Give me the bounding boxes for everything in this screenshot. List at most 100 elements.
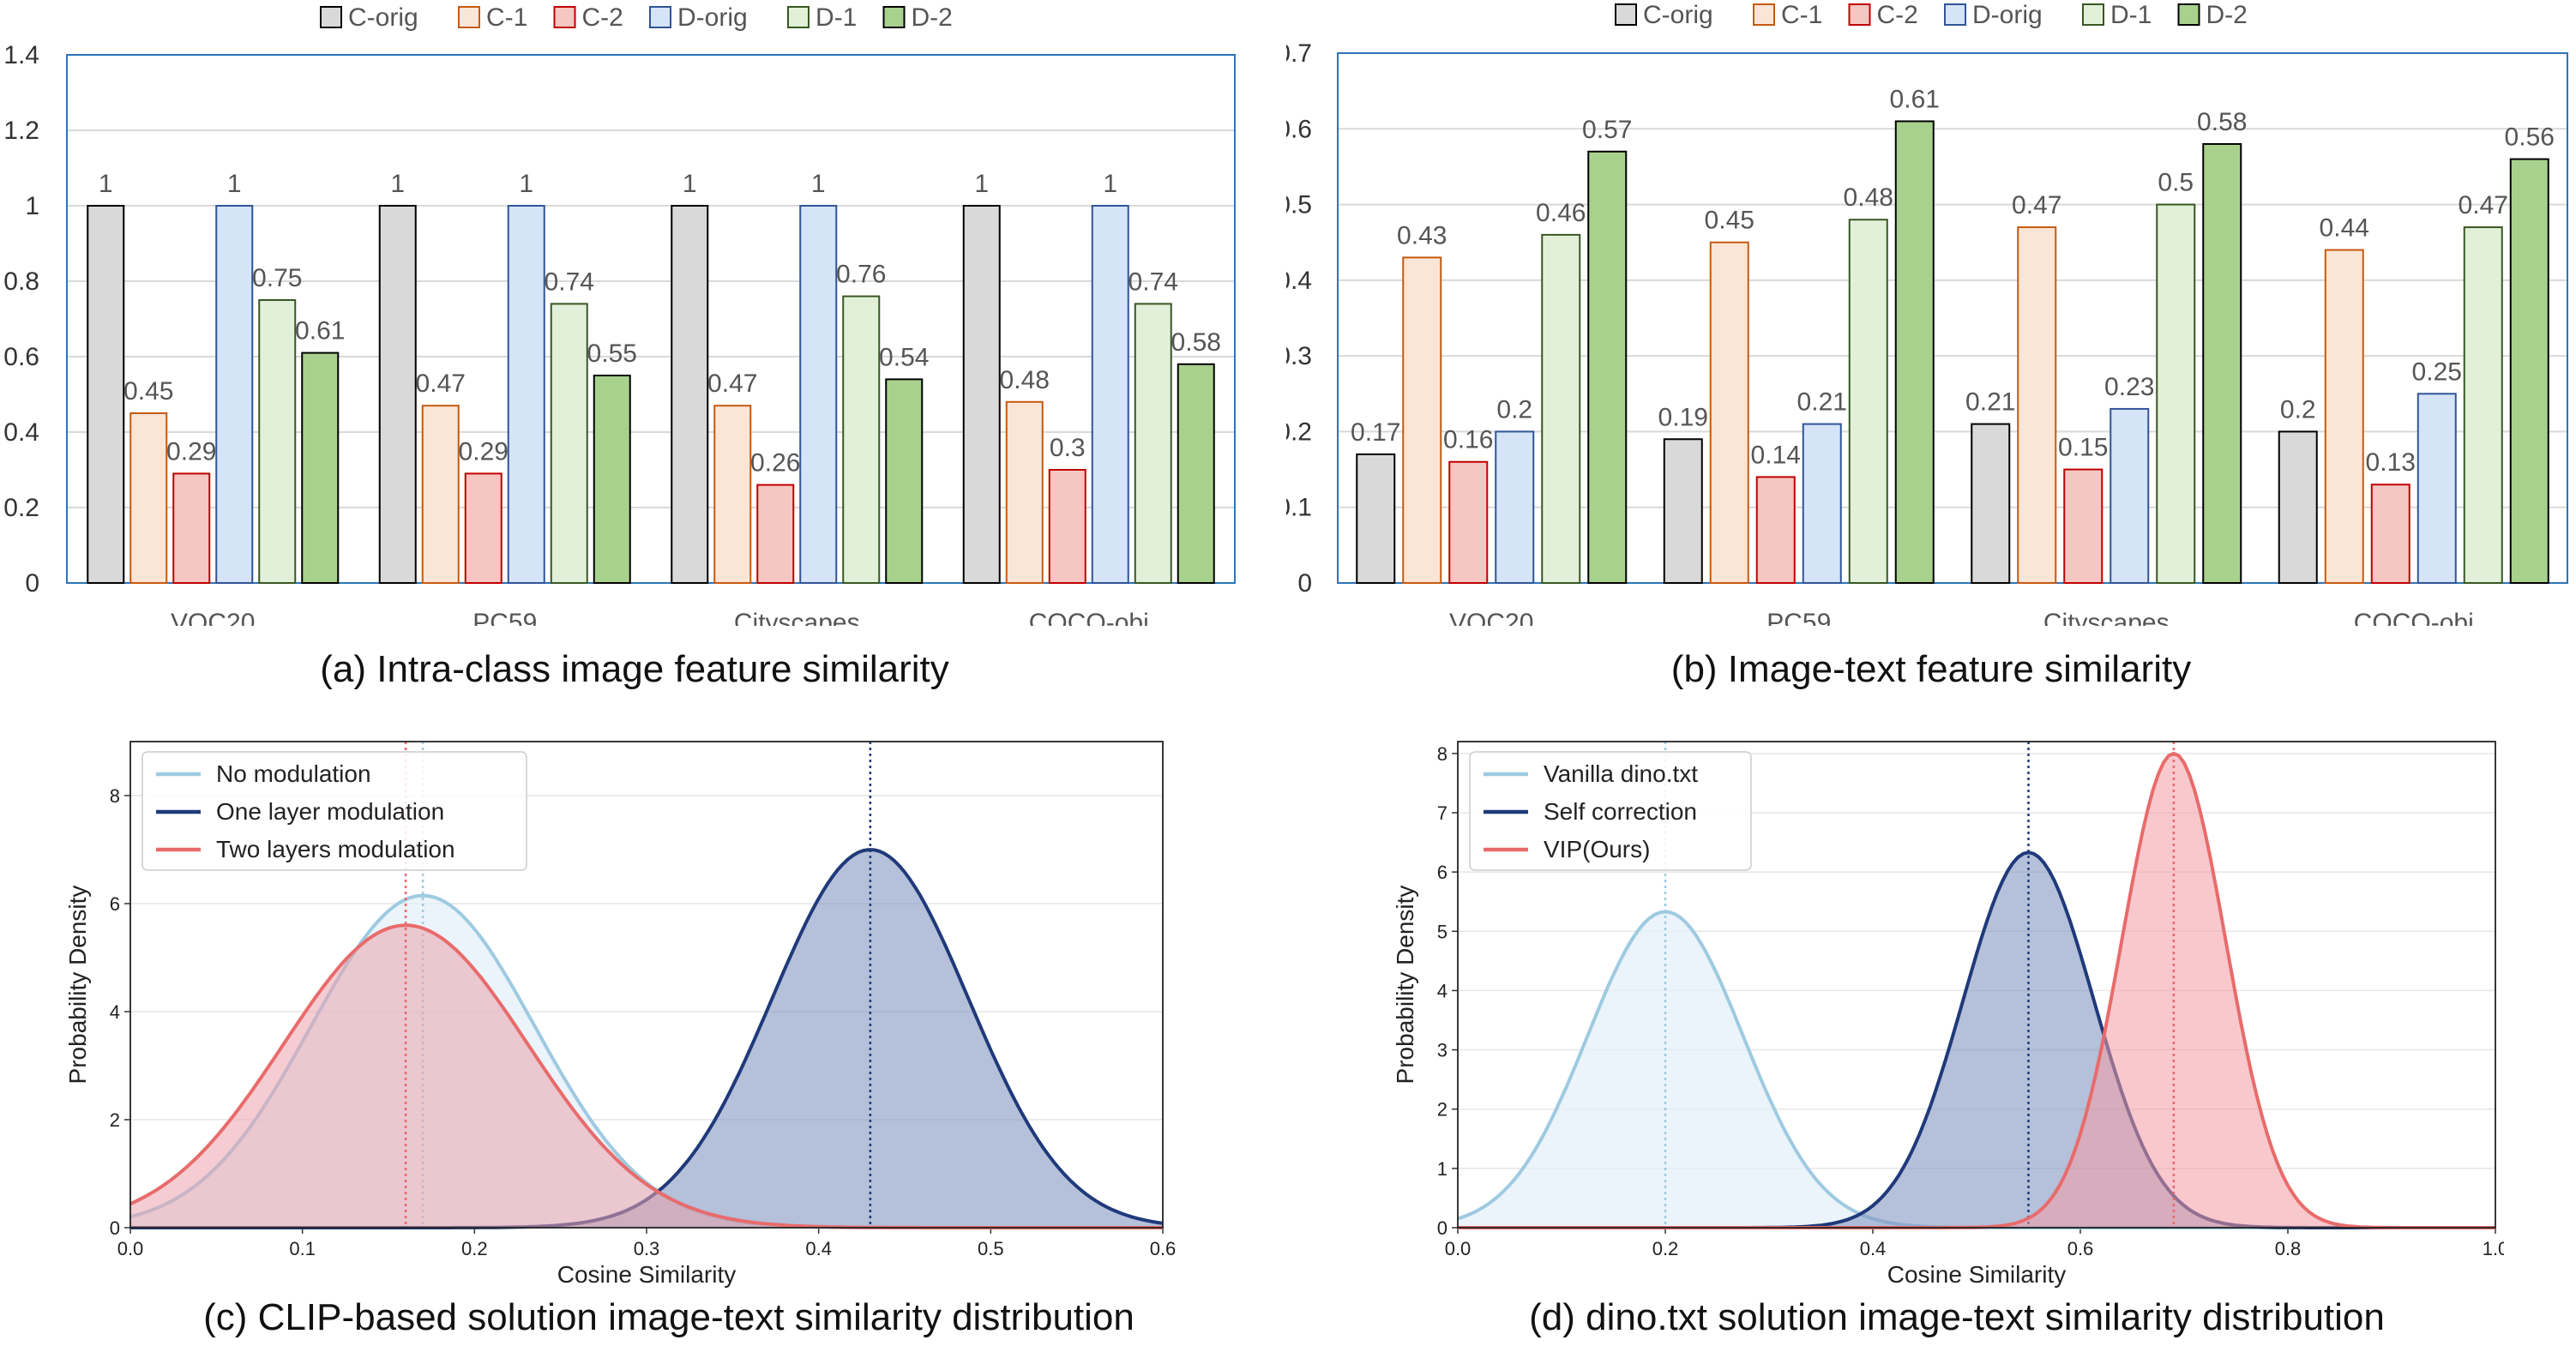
a-bar-d-orig	[215, 205, 254, 584]
d-ylabel: Probability Density	[1392, 886, 1418, 1085]
a-data-label: 0.55	[587, 340, 637, 368]
c-ytick-label: 0	[110, 1217, 120, 1239]
a-bar-c-2	[172, 472, 211, 585]
b-data-label: 0.61	[1890, 85, 1940, 113]
b-data-label: 0.47	[2012, 191, 2061, 219]
b-legend-swatch	[2177, 3, 2200, 26]
b-data-label: 0.25	[2412, 358, 2462, 386]
b-bar-c-2	[1755, 476, 1796, 585]
c-legend-box	[141, 751, 527, 871]
a-legend-swatch	[787, 6, 810, 28]
a-legend-swatch	[320, 6, 342, 28]
d-xtick-label: 0.8	[2275, 1238, 2302, 1259]
a-bar-d-1	[258, 299, 297, 584]
b-bar-d-orig	[1495, 430, 1535, 584]
b-data-label: 0.21	[1797, 388, 1847, 417]
a-legend-swatch	[649, 6, 671, 28]
a-bar-c-1	[1005, 400, 1044, 584]
a-legend-swatch	[882, 6, 906, 28]
c-xtick-label: 0.4	[805, 1238, 832, 1259]
d-legend-box	[1469, 751, 1752, 871]
a-data-label: 1	[683, 170, 697, 198]
b-data-label: 0.45	[1705, 207, 1754, 235]
b-legend-label: D-1	[2110, 1, 2152, 29]
a-bar-c-2	[1048, 469, 1086, 584]
d-ytick-label: 4	[1437, 980, 1447, 1001]
b-bar-d-orig	[1802, 423, 1842, 584]
b-data-label: 0.19	[1658, 403, 1708, 431]
a-legend-label: D-1	[816, 3, 857, 32]
d-xtick-label: 0.4	[1860, 1238, 1887, 1259]
a-bar-c-1	[421, 405, 460, 585]
b-data-label: 0.43	[1397, 221, 1447, 249]
b-bar-c-2	[2063, 468, 2104, 584]
b-bar-c-orig	[1356, 453, 1396, 585]
caption-b: (b) Image-text feature similarity	[1670, 648, 2192, 690]
c-xtick-label: 0.6	[1150, 1238, 1177, 1259]
b-category-label: COCO-obj	[2354, 609, 2474, 626]
a-bar-d-orig	[1091, 205, 1129, 584]
b-bar-c-1	[1709, 241, 1749, 584]
a-ytick-label: 1.2	[3, 117, 39, 145]
b-data-label: 0.2	[2280, 395, 2316, 424]
b-ytick-label: 0.6	[1286, 115, 1312, 143]
d-legend-label: Self correction	[1544, 798, 1697, 825]
b-legend-label: D-orig	[1972, 1, 2043, 29]
b-bar-d-2	[2202, 142, 2242, 584]
a-legend-label: C-1	[486, 3, 527, 32]
d-xtick-label: 0.2	[1652, 1238, 1679, 1259]
a-bar-d-2	[1177, 363, 1215, 584]
d-legend-label: VIP(Ours)	[1544, 836, 1650, 862]
b-bar-d-orig	[2110, 407, 2150, 585]
a-ytick-label: 0.6	[3, 343, 39, 371]
b-bar-d-1	[2156, 203, 2196, 584]
b-legend-label: C-2	[1877, 1, 1918, 29]
b-bar-d-2	[1587, 150, 1628, 584]
b-bar-d-1	[1848, 219, 1888, 584]
a-legend-label: D-2	[912, 3, 953, 32]
b-legend-swatch	[1944, 3, 1966, 26]
a-ytick-label: 0.8	[3, 267, 39, 296]
caption-c: (c) CLIP-based solution image-text simil…	[203, 1296, 1135, 1338]
b-data-label: 0.44	[2320, 214, 2369, 243]
a-category-label: COCO-obj	[1029, 609, 1149, 626]
b-ytick-label: 0.5	[1286, 191, 1312, 219]
b-data-label: 0.14	[1751, 441, 1801, 469]
d-area-fill	[1458, 753, 2495, 1228]
b-ytick-label: 0.7	[1286, 39, 1312, 68]
a-bar-d-2	[885, 378, 924, 584]
a-ytick-label: 0.2	[3, 494, 39, 522]
a-bar-c-orig	[378, 205, 417, 584]
a-data-label: 0.61	[295, 317, 345, 346]
b-legend-swatch	[1848, 3, 1871, 26]
d-ytick-label: 3	[1437, 1040, 1447, 1061]
chart-b-image-text: 00.10.20.30.40.50.60.70.170.430.160.20.4…	[1286, 1, 2568, 626]
d-xtick-label: 1.0	[2483, 1238, 2504, 1259]
c-legend-label: One layer modulation	[216, 798, 444, 825]
a-data-label: 0.29	[459, 437, 509, 466]
a-legend-label: C-2	[582, 3, 623, 32]
a-bar-d-orig	[507, 205, 545, 584]
c-plot-frame	[129, 741, 1164, 1229]
c-xtick-label: 0.5	[978, 1238, 1004, 1259]
b-bar-d-2	[2509, 158, 2549, 584]
chart-c-clip-distribution: 0 2 4 6 8 0.0 0.1 0.2 0.3 0.4 0.5 0.6 Cosine Similar…	[64, 741, 1177, 1288]
b-legend-label: D-2	[2206, 1, 2248, 29]
a-bar-d-1	[842, 295, 881, 584]
a-data-label: 0.47	[707, 370, 757, 398]
b-bar-c-orig	[1663, 438, 1703, 584]
b-legend-label: C-orig	[1643, 1, 1713, 29]
b-bar-c-2	[2370, 484, 2410, 585]
b-bar-c-orig	[1971, 423, 2011, 584]
b-ytick-label: 0.3	[1286, 342, 1312, 370]
a-category-label: PC59	[472, 609, 537, 626]
d-xtick-label: 0.0	[1445, 1238, 1472, 1259]
a-plot-frame	[66, 54, 1236, 584]
d-ytick-label: 5	[1437, 921, 1447, 942]
caption-d: (d) dino.txt solution image-text similar…	[1529, 1296, 2385, 1338]
b-data-label: 0.13	[2366, 448, 2416, 477]
a-bar-c-1	[129, 412, 168, 584]
b-data-label: 0.5	[2158, 169, 2194, 197]
c-ylabel: Probability Density	[64, 886, 91, 1085]
